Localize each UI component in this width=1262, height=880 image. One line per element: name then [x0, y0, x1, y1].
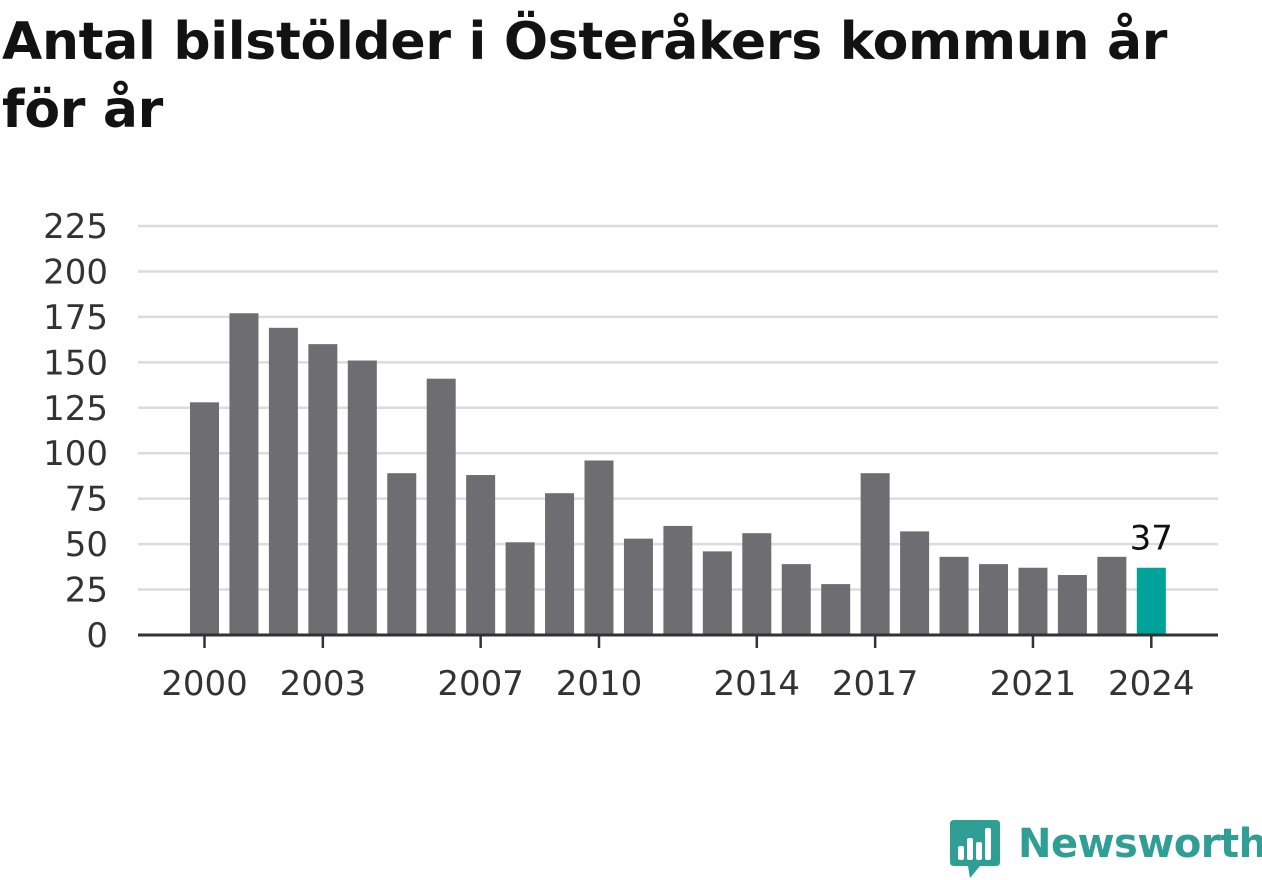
bar [1136, 567, 1166, 635]
x-tick-label: 2014 [714, 664, 801, 704]
bar [1097, 556, 1127, 635]
bar [584, 460, 614, 635]
bar [268, 327, 298, 635]
annotations: 37 [1130, 519, 1173, 559]
y-tick-label: 75 [65, 480, 108, 520]
bar [623, 538, 653, 635]
x-tick-label: 2003 [280, 664, 367, 704]
bar [979, 564, 1008, 635]
y-tick-label: 50 [65, 525, 108, 565]
bar-chart-speech-bubble-icon [950, 820, 1000, 878]
y-tick-label: 200 [43, 252, 108, 292]
bar [229, 313, 259, 635]
bar [860, 473, 890, 635]
bar [505, 542, 535, 635]
y-tick-label: 225 [43, 207, 108, 247]
x-tick-label: 2024 [1108, 664, 1195, 704]
bar [1057, 575, 1087, 635]
y-tick-label: 100 [43, 434, 108, 474]
y-tick-label: 125 [43, 389, 108, 429]
chart-title: Antal bilstölder i Österåkers kommun år … [2, 12, 1168, 140]
y-tick-label: 0 [86, 616, 108, 656]
x-axis: 2000 2003 2007 2010 2014 2017 2021 2024 [138, 633, 1218, 704]
bar [900, 531, 930, 635]
bar [426, 378, 456, 635]
x-tick-label: 2017 [832, 664, 919, 704]
bar [781, 564, 811, 635]
y-axis-ticks: 0 25 50 75 100 125 150 175 200 225 [43, 207, 108, 656]
bar [190, 402, 219, 635]
bar [347, 360, 377, 635]
data-label: 37 [1130, 519, 1173, 559]
bars [190, 313, 1166, 635]
y-tick-label: 25 [65, 571, 108, 611]
newsworthy-logo: Newsworthy [950, 820, 1262, 880]
bar [387, 473, 417, 635]
bar [308, 344, 338, 635]
bar [663, 525, 693, 635]
brand-name: Newsworthy [1018, 821, 1262, 867]
bar [939, 556, 969, 635]
bar [821, 584, 851, 635]
bar [466, 475, 496, 635]
x-tick-label: 2010 [556, 664, 643, 704]
bar [702, 551, 732, 635]
bar [742, 533, 772, 635]
x-tick-label: 2021 [990, 664, 1077, 704]
y-tick-label: 150 [43, 343, 108, 383]
x-tick-label: 2007 [437, 664, 524, 704]
x-tick-label: 2000 [161, 664, 248, 704]
bar [545, 493, 575, 635]
bar [1018, 567, 1048, 635]
y-tick-label: 175 [43, 298, 108, 338]
